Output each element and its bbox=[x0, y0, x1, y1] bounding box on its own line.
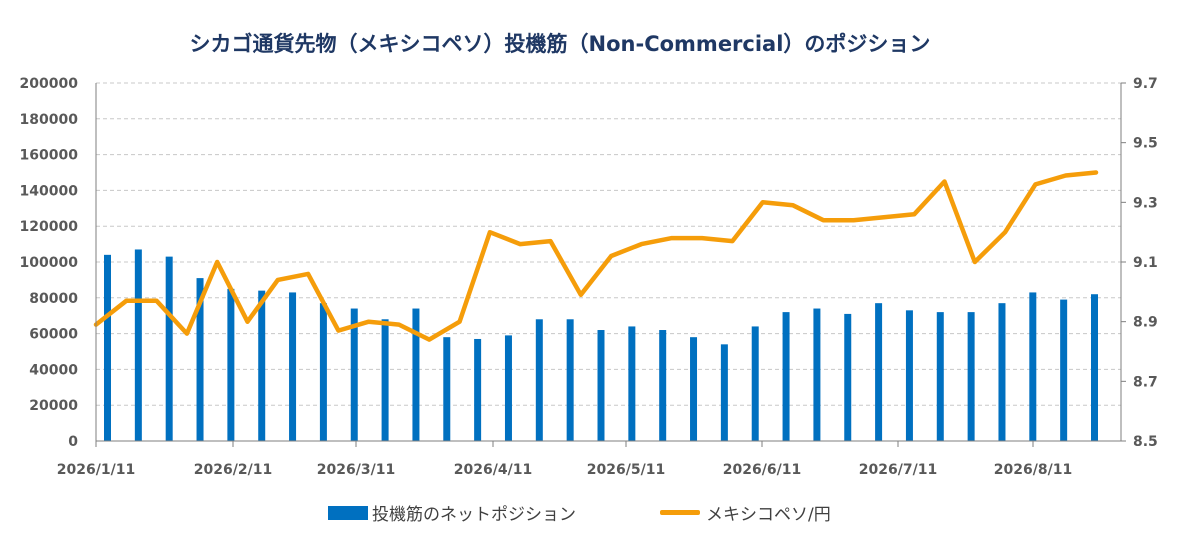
bar bbox=[936, 312, 944, 441]
left-tick-label: 200000 bbox=[20, 76, 79, 92]
bar bbox=[967, 312, 975, 441]
bar bbox=[196, 278, 204, 441]
left-tick-label: 160000 bbox=[20, 148, 79, 164]
bar bbox=[165, 256, 173, 441]
x-tick-label: 2026/4/11 bbox=[454, 462, 532, 478]
bar bbox=[659, 330, 667, 441]
bar bbox=[258, 290, 266, 441]
bar-series bbox=[104, 249, 1098, 441]
left-tick-label: 0 bbox=[68, 434, 78, 450]
bar bbox=[905, 310, 913, 441]
chart-title: シカゴ通貨先物（メキシコペソ）投機筋（Non-Commercial）のポジション bbox=[189, 32, 931, 56]
bar bbox=[319, 303, 327, 441]
bar bbox=[1029, 292, 1037, 441]
right-tick-label: 9.7 bbox=[1133, 76, 1158, 92]
legend-line-swatch bbox=[660, 510, 700, 515]
x-tick-label: 2026/7/11 bbox=[859, 462, 937, 478]
bar bbox=[751, 326, 759, 441]
legend-label-positions: 投機筋のネットポジション bbox=[372, 505, 576, 525]
bar bbox=[813, 308, 821, 441]
bar bbox=[350, 308, 358, 441]
x-tick-label: 2026/1/11 bbox=[57, 462, 135, 478]
left-tick-label: 100000 bbox=[20, 255, 79, 271]
left-tick-label: 140000 bbox=[20, 183, 79, 199]
line-series bbox=[93, 170, 1099, 342]
bar bbox=[597, 330, 605, 441]
right-tick-label: 9.1 bbox=[1133, 255, 1158, 271]
bar bbox=[1060, 299, 1068, 441]
bar bbox=[535, 319, 543, 441]
axes bbox=[95, 83, 1122, 442]
bar bbox=[134, 249, 142, 441]
right-tick-label: 8.5 bbox=[1133, 434, 1158, 450]
left-tick-label: 180000 bbox=[20, 112, 79, 128]
x-tick-label: 2026/2/11 bbox=[194, 462, 272, 478]
right-tick-label: 9.3 bbox=[1133, 195, 1158, 211]
bar bbox=[1091, 294, 1098, 441]
right-axis-ticks: 9.7 9.5 9.3 9.1 8.9 8.7 8.5 bbox=[1121, 76, 1158, 450]
left-tick-label: 80000 bbox=[29, 291, 78, 307]
bar bbox=[720, 344, 728, 441]
bar bbox=[875, 303, 883, 441]
bar bbox=[566, 319, 574, 441]
right-tick-label: 8.7 bbox=[1133, 374, 1158, 390]
left-tick-label: 120000 bbox=[20, 219, 79, 235]
x-tick-label: 2026/6/11 bbox=[723, 462, 801, 478]
x-tick-label: 2026/8/11 bbox=[994, 462, 1072, 478]
legend-item-positions: 投機筋のネットポジション bbox=[328, 500, 576, 525]
bar bbox=[628, 326, 636, 441]
bar bbox=[443, 337, 451, 441]
legend: 投機筋のネットポジション メキシコペソ/円 bbox=[0, 500, 1178, 526]
bar bbox=[227, 288, 235, 441]
bar bbox=[412, 308, 420, 441]
bar bbox=[504, 335, 512, 441]
right-tick-label: 8.9 bbox=[1133, 315, 1158, 331]
bar bbox=[998, 303, 1006, 441]
bar bbox=[104, 254, 111, 441]
bar bbox=[782, 312, 790, 441]
left-tick-label: 20000 bbox=[29, 398, 78, 414]
left-tick-label: 40000 bbox=[29, 362, 78, 378]
legend-bar-swatch bbox=[328, 505, 368, 520]
left-axis-ticks: 2000001800001600001400001200001000008000… bbox=[20, 76, 79, 450]
legend-label-mxnjpy: メキシコペソ/円 bbox=[706, 505, 831, 525]
bar bbox=[289, 292, 297, 441]
x-tick-label: 2026/3/11 bbox=[317, 462, 395, 478]
bar bbox=[844, 313, 852, 441]
bar bbox=[381, 319, 389, 441]
right-tick-label: 9.5 bbox=[1133, 136, 1158, 152]
x-axis-ticks: 2026/1/11 2026/2/11 2026/3/11 2026/4/11 2026… bbox=[57, 441, 1072, 478]
line-path bbox=[93, 170, 1099, 342]
bar bbox=[690, 337, 698, 441]
x-tick-label: 2026/5/11 bbox=[587, 462, 665, 478]
left-tick-label: 60000 bbox=[29, 327, 78, 343]
legend-item-mxnjpy: メキシコペソ/円 bbox=[660, 500, 831, 525]
bar bbox=[474, 338, 482, 441]
